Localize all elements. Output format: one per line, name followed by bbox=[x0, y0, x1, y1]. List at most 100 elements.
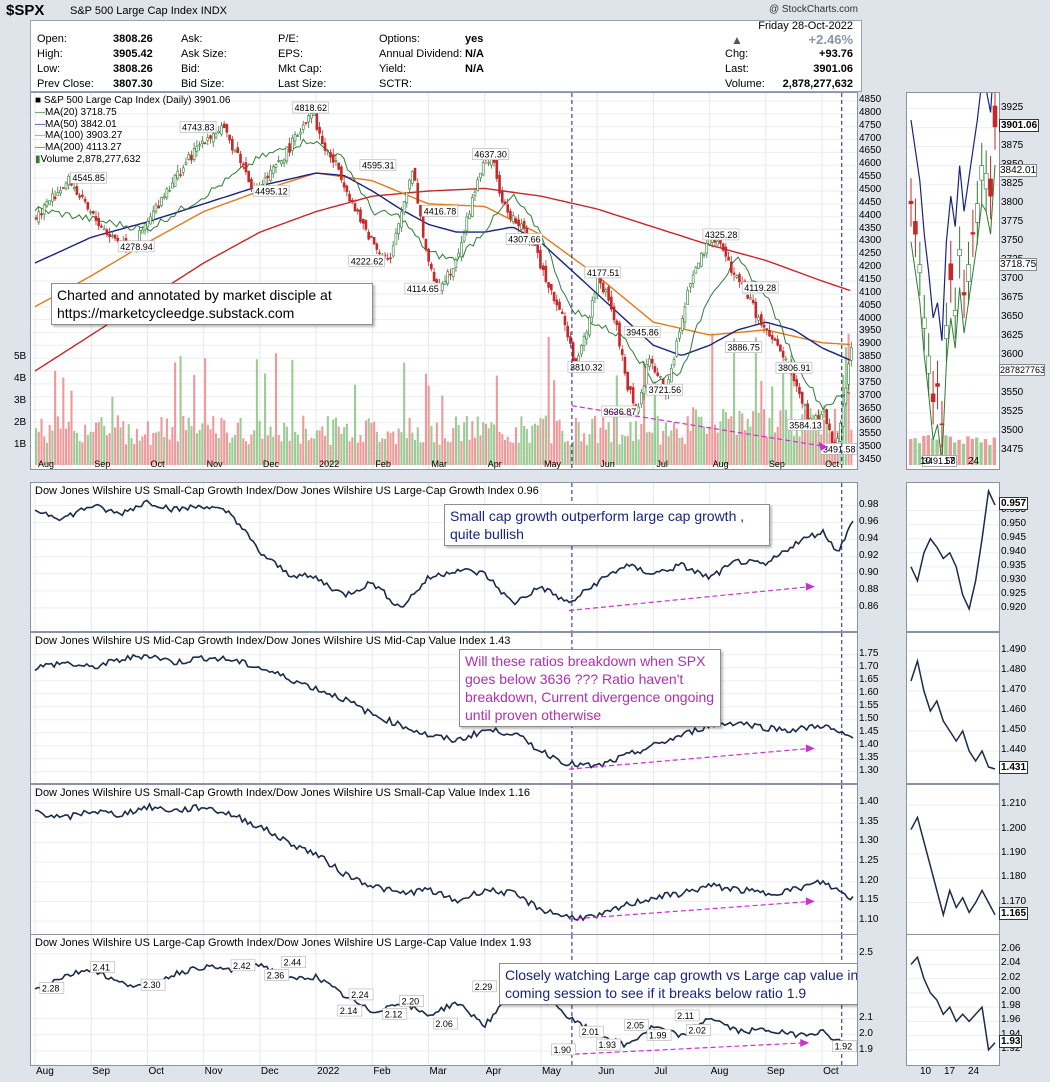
volume-bar bbox=[362, 441, 365, 465]
candle-body bbox=[979, 165, 985, 181]
volume-bar bbox=[463, 422, 466, 465]
volume-bar bbox=[138, 440, 141, 465]
candle-body bbox=[350, 199, 354, 203]
zoom-y-axis-tick: 3875 bbox=[1001, 139, 1024, 151]
volume-bar bbox=[741, 413, 744, 465]
candle-body bbox=[686, 289, 689, 305]
candle-body bbox=[550, 283, 553, 291]
candle-body bbox=[481, 162, 485, 176]
volume-bar bbox=[274, 353, 278, 465]
volume-bar bbox=[629, 421, 632, 465]
price-annotation-label: 4416.78 bbox=[424, 206, 457, 216]
volume-bar bbox=[386, 431, 389, 465]
price-annotation-box bbox=[601, 405, 638, 418]
month-label: Apr bbox=[485, 1066, 502, 1077]
volume-bar bbox=[433, 442, 436, 465]
candle-body bbox=[280, 160, 283, 165]
volume-bar bbox=[471, 421, 474, 465]
volume-bar bbox=[165, 418, 168, 465]
volume-bar bbox=[640, 423, 643, 465]
candle-body bbox=[511, 215, 515, 223]
volume-bar bbox=[304, 428, 308, 465]
volume-bar bbox=[234, 435, 237, 465]
volume-bar bbox=[261, 438, 264, 465]
candle-body bbox=[503, 201, 507, 205]
candle-body bbox=[195, 145, 199, 152]
candle-body bbox=[917, 264, 923, 274]
volume-bar bbox=[523, 426, 526, 465]
candle-body bbox=[983, 173, 989, 190]
volume-bar bbox=[89, 431, 92, 465]
candle-body bbox=[389, 257, 392, 260]
brand-logo: @ StockCharts.com bbox=[768, 4, 858, 15]
volume-bar bbox=[664, 422, 667, 465]
volume-bar bbox=[373, 421, 376, 465]
volume-bar bbox=[806, 412, 809, 465]
dividend-label: Annual Dividend: bbox=[379, 48, 463, 60]
volume-bar bbox=[48, 424, 51, 465]
volume-bar bbox=[733, 338, 736, 465]
price-annotation-label: 4595.31 bbox=[362, 160, 395, 170]
volume-bar bbox=[78, 440, 81, 465]
volume-bar bbox=[190, 425, 193, 465]
volume-bar bbox=[419, 442, 422, 465]
ratio-annotation-label: 2.28 bbox=[42, 983, 60, 993]
candle-body bbox=[211, 133, 215, 143]
volume-bar bbox=[152, 432, 155, 465]
candle-body bbox=[61, 187, 65, 189]
candle-body bbox=[301, 124, 305, 130]
bid-label: Bid: bbox=[181, 63, 200, 75]
price-annotation-label: 4114.65 bbox=[407, 284, 439, 294]
legend-ma100: —MA(100) 3903.27 bbox=[35, 130, 230, 142]
candle-body bbox=[514, 218, 518, 224]
ratio-annotation-label: 2.05 bbox=[627, 1021, 645, 1031]
candle-body bbox=[353, 203, 357, 212]
candle-body bbox=[91, 211, 95, 214]
candle-body bbox=[798, 386, 801, 395]
volume-bar bbox=[272, 436, 275, 465]
price-annotation-box bbox=[472, 148, 509, 160]
candle-body bbox=[582, 336, 586, 346]
volume-bar bbox=[337, 426, 340, 465]
legend-ma200-swatch: — bbox=[35, 142, 45, 154]
candle-body bbox=[75, 186, 79, 195]
volume-bar bbox=[550, 443, 553, 465]
volume-bar bbox=[498, 431, 501, 465]
volume-bar bbox=[163, 436, 166, 465]
volume-bar bbox=[70, 390, 73, 465]
ratio-title-1: Dow Jones Wilshire US Small-Cap Growth I… bbox=[35, 485, 539, 497]
volume-bar bbox=[563, 442, 567, 465]
candle-body bbox=[762, 324, 766, 328]
ma20-line bbox=[34, 138, 851, 411]
candle-body bbox=[440, 283, 444, 291]
candle-body bbox=[675, 340, 679, 357]
y-axis-tick: 1.45 bbox=[859, 725, 879, 737]
volume-bar bbox=[294, 431, 297, 465]
candle-body bbox=[620, 349, 624, 355]
open-value: 3808.26 bbox=[113, 33, 153, 45]
candle-body bbox=[108, 233, 111, 238]
volume-bar bbox=[779, 410, 782, 465]
volume-bar bbox=[389, 433, 392, 465]
candle-body bbox=[293, 134, 297, 142]
zoom-spx-chart bbox=[907, 93, 999, 465]
volume-bar bbox=[738, 410, 741, 465]
volume-bar bbox=[416, 427, 419, 465]
y-axis-tick: 1.70 bbox=[859, 660, 879, 672]
candle-body bbox=[656, 372, 659, 376]
candle-body bbox=[847, 363, 850, 385]
volume-bar bbox=[623, 436, 627, 465]
candle-body bbox=[154, 204, 158, 212]
volume-bar bbox=[214, 433, 218, 465]
price-annotation-label: 4818.62 bbox=[294, 103, 327, 113]
volume-bar bbox=[514, 427, 517, 465]
candle-body bbox=[424, 238, 428, 250]
zoom-ratio-2-panel bbox=[906, 632, 1000, 784]
candle-body bbox=[162, 196, 166, 199]
volume-bar bbox=[944, 435, 948, 465]
ratio-annotation-box bbox=[646, 1029, 672, 1041]
zoom-x-axis: 10 17 24 bbox=[906, 1066, 998, 1080]
candle-body bbox=[705, 242, 709, 254]
arrowhead-icon bbox=[805, 582, 815, 591]
candle-body bbox=[727, 256, 730, 261]
